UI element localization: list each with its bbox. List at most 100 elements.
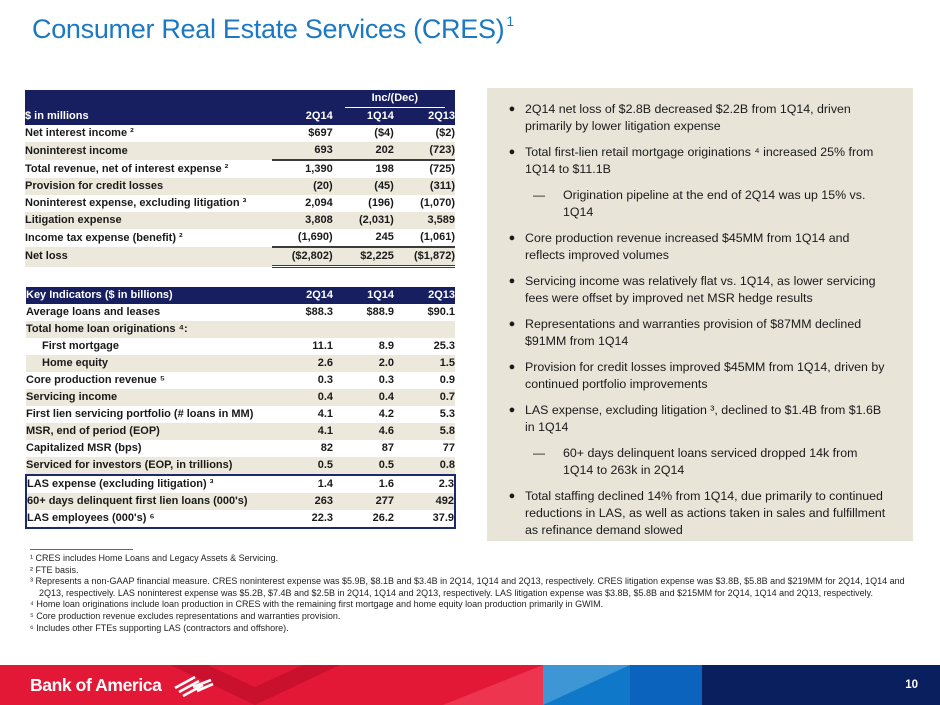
row-value: (1,061): [393, 229, 455, 248]
bullet-icon: ●: [508, 490, 516, 502]
table-row: LAS employees (000's) ⁶ 22.3 26.2 37.9: [25, 510, 456, 529]
row-label: 60+ days delinquent first lien loans (00…: [25, 493, 272, 510]
row-value: (45): [332, 178, 394, 195]
row-label: First lien servicing portfolio (# loans …: [26, 408, 254, 420]
footnote: ¹ CRES includes Home Loans and Legacy As…: [30, 553, 279, 563]
title-footnote-marker: 1: [506, 13, 514, 29]
table-row: Net loss ($2,802) $2,225 ($1,872): [25, 247, 455, 268]
table-row: $ in millions 2Q14 1Q14 2Q13: [25, 108, 455, 125]
brand-logo: Bank of America: [30, 665, 215, 705]
row-value: [272, 321, 333, 338]
row-value: 4.1: [317, 408, 333, 420]
row-label: Litigation expense: [25, 212, 272, 229]
bullet-icon: ●: [508, 275, 516, 287]
bofa-flag-icon: [174, 675, 214, 697]
row-value: (1,690): [271, 229, 333, 248]
key-indicators-body: Average loans and leases $88.3 $88.9 $90.1 T…: [25, 304, 456, 529]
table-row: Noninterest income 693 202 (723): [25, 142, 455, 161]
row-value: $2,225: [332, 247, 394, 268]
row-value: 25.3: [433, 340, 455, 352]
row-label: Net loss: [25, 247, 272, 267]
footer-bar: Bank of America 10: [0, 665, 940, 705]
table-row: Litigation expense 3,808 (2,031) 3,589: [25, 212, 455, 229]
units-label: $ in millions: [25, 108, 272, 125]
bullet-icon: ●: [508, 404, 516, 416]
row-label: Average loans and leases: [26, 306, 161, 318]
row-value: 0.8: [394, 457, 455, 475]
bullet-text: Provision for credit losses improved $45…: [525, 360, 885, 391]
row-label: Noninterest expense, excluding litigatio…: [25, 197, 247, 209]
bullet-item: ● Core production revenue increased $45MM…: [499, 230, 891, 264]
row-value: 22.3: [272, 510, 333, 529]
row-value: 4.2: [378, 408, 394, 420]
row-value: $88.9: [366, 306, 394, 318]
bullet-item: ● Servicing income was relatively flat vs…: [499, 273, 891, 307]
column-header-2q14: 2Q14: [272, 287, 333, 304]
row-value: 77: [442, 442, 455, 454]
footnotes: ¹ CRES includes Home Loans and Legacy As…: [30, 549, 926, 634]
key-indicators-table: Key Indicators ($ in billions) 2Q14 1Q14…: [25, 287, 456, 529]
table-row: Key Indicators ($ in billions) 2Q14 1Q14…: [26, 287, 455, 304]
row-value: 198: [375, 163, 394, 175]
row-value: (20): [271, 178, 333, 195]
table-row: First lien servicing portfolio (# loans …: [26, 406, 455, 423]
bullet-text: LAS expense, excluding litigation ³, dec…: [525, 403, 882, 434]
page-title: Consumer Real Estate Services (CRES) 1: [32, 13, 514, 45]
row-value: 0.3: [378, 374, 394, 386]
row-label: Total revenue, net of interest expense ²: [25, 162, 229, 175]
footnote: ⁶ Includes other FTEs supporting LAS (co…: [30, 622, 289, 633]
table-row: Total revenue, net of interest expense ²…: [25, 160, 455, 178]
table-row: Home equity 2.6 2.0 1.5: [26, 355, 455, 372]
income-statement-header: Inc/(Dec) $ in millions 2Q14 1Q14 2Q13: [25, 90, 455, 125]
footnote: ⁴ Home loan originations include loan pr…: [30, 599, 604, 610]
highlights-list: ● 2Q14 net loss of $2.8B decreased $2.2B …: [499, 101, 891, 539]
row-value: 1,390: [305, 163, 333, 175]
row-label: Noninterest income: [25, 142, 272, 160]
row-value: 2,094: [305, 197, 333, 209]
table-row: MSR, end of period (EOP) 4.1 4.6 5.8: [26, 423, 455, 440]
footer-red-band: [0, 665, 543, 705]
table-row: Net interest income ² $697 ($4) ($2): [25, 125, 455, 142]
bullet-icon: ●: [508, 361, 516, 373]
bullet-text: Core production revenue increased $45MM …: [525, 231, 850, 262]
row-value: 82: [320, 442, 333, 454]
brand-name: Bank of America: [30, 674, 162, 695]
row-label: Servicing income: [26, 389, 272, 406]
row-value: 0.4: [272, 389, 333, 406]
row-label: MSR, end of period (EOP): [26, 423, 272, 440]
row-value: 2.3: [394, 474, 456, 493]
bullet-text: Servicing income was relatively flat vs.…: [525, 274, 876, 305]
sub-bullet-item: — 60+ days delinquent loans serviced drop…: [529, 445, 891, 479]
footer-navy-band: [702, 665, 940, 705]
row-value: 202: [332, 142, 394, 161]
row-label: Income tax expense (benefit) ²: [25, 231, 183, 244]
footer-blue-band: [543, 665, 630, 705]
row-label: Home equity: [26, 355, 272, 372]
row-value: 245: [332, 229, 394, 248]
bullet-icon: ●: [508, 232, 516, 244]
row-value: 87: [381, 442, 394, 454]
column-header-1q14: 1Q14: [332, 108, 394, 125]
page-title-text: Consumer Real Estate Services (CRES): [32, 14, 505, 44]
table-row: Capitalized MSR (bps) 82 87 77: [26, 440, 455, 457]
row-value: 277: [333, 493, 394, 510]
footnote: ² FTE basis.: [30, 564, 79, 575]
row-value: 3,589: [393, 212, 455, 229]
column-header-1q14: 1Q14: [333, 287, 394, 304]
table-row: 60+ days delinquent first lien loans (00…: [25, 493, 456, 510]
row-value: 2.6: [272, 355, 333, 372]
row-label: LAS expense (excluding litigation) ³: [25, 474, 272, 493]
income-statement: Inc/(Dec) $ in millions 2Q14 1Q14 2Q13 N…: [25, 90, 455, 268]
table-row: Core production revenue ⁵ 0.3 0.3 0.9: [26, 372, 455, 389]
row-value: 37.9: [394, 510, 456, 529]
row-label: Capitalized MSR (bps): [26, 442, 142, 454]
footnote-list: ¹ CRES includes Home Loans and Legacy As…: [30, 553, 926, 634]
page-number: 10: [905, 679, 918, 691]
bullet-item: ● Total staffing declined 14% from 1Q14, …: [499, 488, 891, 539]
table-row: Total home loan originations ⁴:: [26, 321, 455, 338]
row-value: 8.9: [378, 340, 394, 352]
row-value: 693: [271, 142, 333, 161]
row-value: [333, 321, 394, 338]
bullet-item: ● Total first-lien retail mortgage origin…: [499, 144, 891, 178]
key-indicators-header: Key Indicators ($ in billions) 2Q14 1Q14…: [26, 287, 455, 304]
